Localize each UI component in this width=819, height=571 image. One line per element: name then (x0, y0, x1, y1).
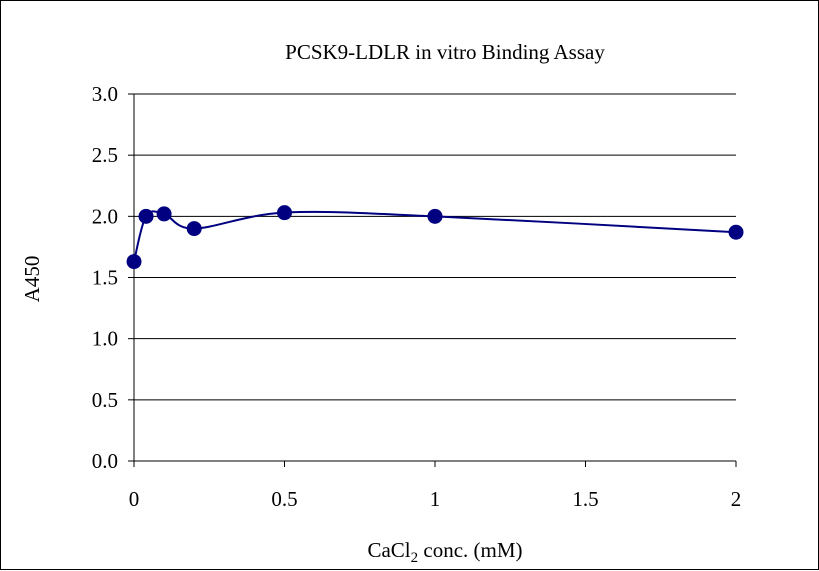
series-0-point-4 (277, 205, 292, 221)
x-tick-label-2: 1 (430, 487, 441, 511)
y-tick-label-2: 1.0 (92, 327, 118, 351)
series-0-point-3 (186, 221, 202, 237)
x-tick-label-3: 1.5 (572, 487, 598, 511)
y-tick-label-5: 2.5 (92, 143, 118, 167)
x-axis-label-subscript: 2 (411, 550, 419, 566)
series-0-point-5 (427, 208, 443, 224)
series-0-point-6 (728, 224, 744, 240)
x-axis-label-suffix: conc. (mM) (418, 538, 522, 562)
chart-title: PCSK9-LDLR in vitro Binding Assay (285, 40, 605, 64)
x-axis-label: CaCl2 conc. (mM) (367, 538, 522, 566)
x-tick-labels: 0 0.5 1 1.5 2 (129, 487, 742, 511)
x-tick-label-0: 0 (129, 487, 140, 511)
series-0-point-2 (156, 206, 172, 222)
x-axis-label-base: CaCl (367, 538, 410, 562)
y-axis-label: A450 (20, 256, 44, 303)
series-0-point-0 (126, 254, 142, 270)
x-tick-label-4: 2 (731, 487, 742, 511)
y-tick-labels: 0.0 0.5 1.0 1.5 2.0 2.5 3.0 (92, 82, 118, 473)
y-tick-label-3: 1.5 (92, 266, 118, 290)
x-tick-label-1: 0.5 (271, 487, 297, 511)
y-tick-label-6: 3.0 (92, 82, 118, 106)
y-tick-label-0: 0.0 (92, 449, 118, 473)
series-0-point-1 (138, 208, 154, 224)
y-tick-label-1: 0.5 (92, 388, 118, 412)
axes (128, 93, 737, 467)
y-tick-label-4: 2.0 (92, 204, 118, 228)
data-series (126, 205, 744, 270)
gridlines (134, 93, 736, 401)
